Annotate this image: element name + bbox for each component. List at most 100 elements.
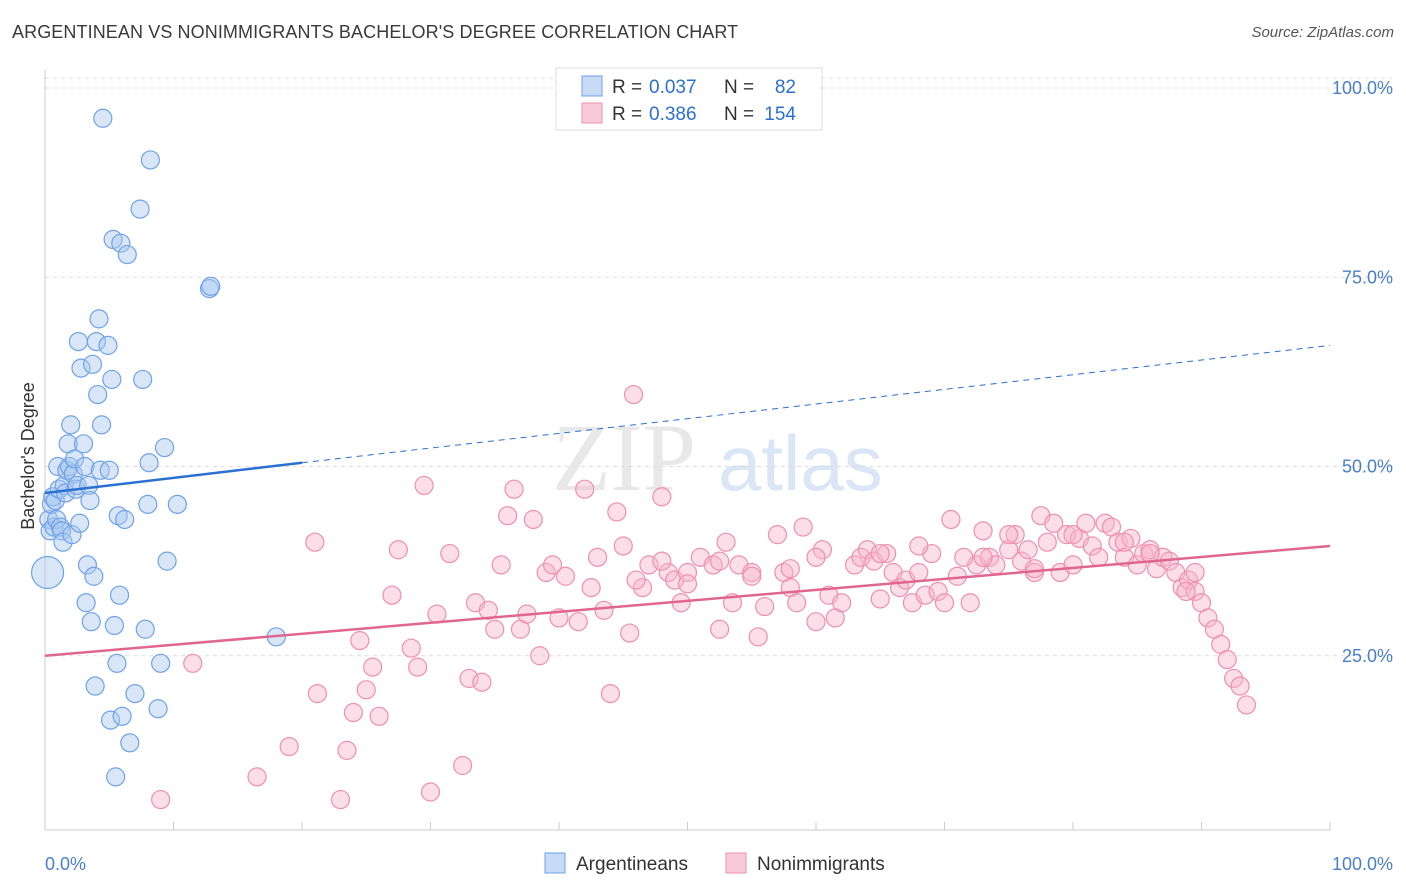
argentineans-point — [80, 490, 100, 511]
nonimmigrants-point — [350, 631, 370, 651]
nonimmigrants-point — [909, 536, 929, 556]
argentineans-point — [41, 494, 62, 514]
nonimmigrants-point — [363, 657, 383, 677]
nonimmigrants-point — [832, 593, 852, 613]
nonimmigrants-point — [1236, 695, 1257, 715]
nonimmigrants-point — [909, 562, 929, 583]
legend-bottom: Argentineans Nonimmigrants — [544, 852, 885, 875]
argentineans-point — [77, 555, 98, 575]
nonimmigrants-point — [1005, 525, 1025, 545]
nonimmigrants-point — [1185, 562, 1205, 583]
argentineans-point — [76, 593, 96, 613]
argentineans-point — [120, 733, 140, 753]
nonimmigrants-point — [491, 555, 511, 575]
argentineans-point — [84, 566, 104, 586]
nonimmigrants-point — [877, 543, 897, 564]
argentineans-point — [111, 233, 131, 253]
nonimmigrants-point — [382, 585, 402, 605]
nonimmigrants-point — [870, 543, 890, 564]
nonimmigrants-point — [851, 547, 871, 567]
argentineans-point — [70, 513, 90, 533]
argentineans-point — [138, 494, 158, 514]
nonimmigrants-point — [960, 593, 980, 613]
nonimmigrants-point — [652, 487, 672, 507]
argentineans-point — [115, 509, 135, 530]
nonimmigrants-point — [343, 702, 363, 723]
nonimmigrants-point — [1198, 608, 1218, 628]
argentineans-point — [151, 653, 171, 673]
nonimmigrants-point — [607, 502, 627, 522]
y-tick-label: 75.0% — [1342, 267, 1393, 287]
nonimmigrants-point — [767, 525, 788, 545]
nonimmigrants-point — [844, 555, 865, 575]
nonimmigrants-point — [388, 540, 408, 560]
nonimmigrants-point — [440, 543, 460, 564]
nonimmigrants-point — [620, 623, 640, 643]
argentineans-point — [40, 521, 60, 541]
argentineans-point — [91, 415, 112, 435]
nonimmigrants-point — [787, 593, 807, 613]
nonimmigrants-point — [183, 653, 203, 673]
nonimmigrants-point — [979, 547, 1000, 567]
nonimmigrants-point — [742, 566, 762, 586]
argentineans-point — [102, 369, 122, 390]
nonimmigrants-point — [555, 566, 576, 586]
nonimmigrants-point — [1127, 555, 1147, 575]
x-tick-label-min: 0.0% — [45, 854, 86, 874]
argentineans-point — [64, 449, 85, 469]
trend-lines — [44, 344, 1331, 657]
axes — [44, 70, 1331, 831]
nonimmigrants-point — [632, 578, 653, 598]
legend-swatch-argentineans — [581, 75, 603, 97]
argentineans-point — [93, 108, 113, 128]
legend-r-value-2: 0.386 — [649, 104, 697, 125]
nonimmigrants-point — [1172, 578, 1192, 598]
argentineans-point — [130, 199, 150, 219]
argentineans-trend-extension — [301, 344, 1331, 464]
nonimmigrants-point — [626, 570, 646, 590]
nonimmigrants-point — [587, 547, 608, 567]
nonimmigrants-point — [307, 683, 328, 704]
y-tick-label: 50.0% — [1342, 457, 1393, 477]
nonimmigrants-point — [1018, 540, 1038, 560]
nonimmigrants-point — [414, 475, 434, 496]
nonimmigrants-point — [600, 683, 621, 704]
nonimmigrants-point — [677, 574, 698, 594]
bottom-legend-argentineans: Argentineans — [576, 854, 688, 875]
nonimmigrants-point — [658, 562, 678, 583]
bottom-swatch-argentineans — [544, 852, 566, 874]
nonimmigrants-point — [812, 540, 833, 560]
nonimmigrants-point — [999, 525, 1019, 545]
nonimmigrants-point — [973, 547, 993, 567]
nonimmigrants-point — [1114, 532, 1135, 552]
argentineans-point — [71, 358, 91, 378]
nonimmigrants-point — [427, 604, 447, 624]
nonimmigrants-point — [973, 521, 993, 541]
nonimmigrants-point — [523, 509, 543, 530]
nonimmigrants-point — [934, 593, 955, 613]
argentineans-point — [88, 384, 108, 405]
nonimmigrants-point — [623, 384, 644, 405]
nonimmigrants-point — [793, 517, 813, 537]
argentineans-series — [30, 108, 286, 787]
y-tick-label: 25.0% — [1342, 646, 1393, 666]
nonimmigrants-point — [639, 555, 659, 575]
nonimmigrants-point — [613, 536, 633, 556]
nonimmigrants-point — [710, 619, 730, 639]
argentineans-point — [104, 615, 124, 636]
argentineans-point — [86, 331, 107, 352]
nonimmigrants-point — [485, 619, 505, 639]
argentineans-point — [75, 456, 95, 477]
argentineans-point — [106, 767, 126, 787]
tick-labels: 25.0% 50.0% 75.0% 100.0% 0.0% 100.0% — [45, 78, 1393, 874]
nonimmigrants-point — [305, 532, 325, 552]
nonimmigrants-point — [1082, 536, 1102, 556]
nonimmigrants-point — [1024, 559, 1045, 579]
argentineans-point — [63, 464, 83, 484]
argentineans-point — [99, 460, 119, 480]
nonimmigrants-point — [748, 627, 768, 647]
nonimmigrants-point — [151, 789, 171, 810]
argentineans-point — [140, 150, 160, 170]
argentineans-point — [30, 555, 65, 590]
